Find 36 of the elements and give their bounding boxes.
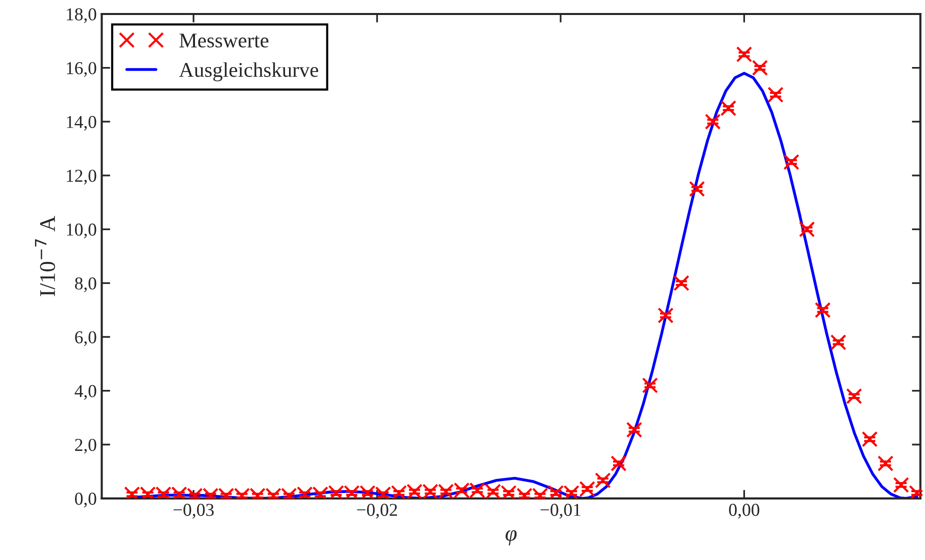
y-tick-label: 14,0 [66,116,96,131]
point [768,86,784,103]
y-tick-label: 6,0 [75,331,96,346]
point [626,422,642,438]
y-axis-title: I/10$^{−7}$ A [35,216,56,296]
point [704,114,721,130]
point [783,154,800,170]
y-tick-label: 16,0 [66,62,96,77]
legend-label: Ausgleichskurve [179,62,318,82]
y-tick-label: 10,0 [66,224,96,238]
point [798,221,815,238]
point [642,377,658,394]
y-tick-label: 18,0 [66,8,96,24]
point [830,334,846,350]
point [736,46,752,62]
y-tick-label: 8,0 [75,277,96,292]
point [846,388,862,404]
x-tick-label: 0,00 [729,504,760,519]
x-tick-label: −0,01 [540,504,580,519]
x-axis-title: φ [506,530,517,546]
point [878,455,894,472]
legend-label: Messwerte [179,34,268,48]
point [658,307,674,324]
point [752,60,768,76]
point [610,455,627,472]
point [814,302,831,318]
y-tick-label: 4,0 [74,385,96,400]
point [862,431,878,448]
point [720,100,736,116]
x-tick-label: −0,03 [174,504,214,519]
y-tick-label: 0,0 [75,492,96,508]
point [673,275,690,292]
x-tick-label: −0,02 [357,504,397,519]
y-tick-label: 12,0 [66,170,96,185]
point [689,180,705,197]
y-tick-label: 2,0 [75,438,96,454]
